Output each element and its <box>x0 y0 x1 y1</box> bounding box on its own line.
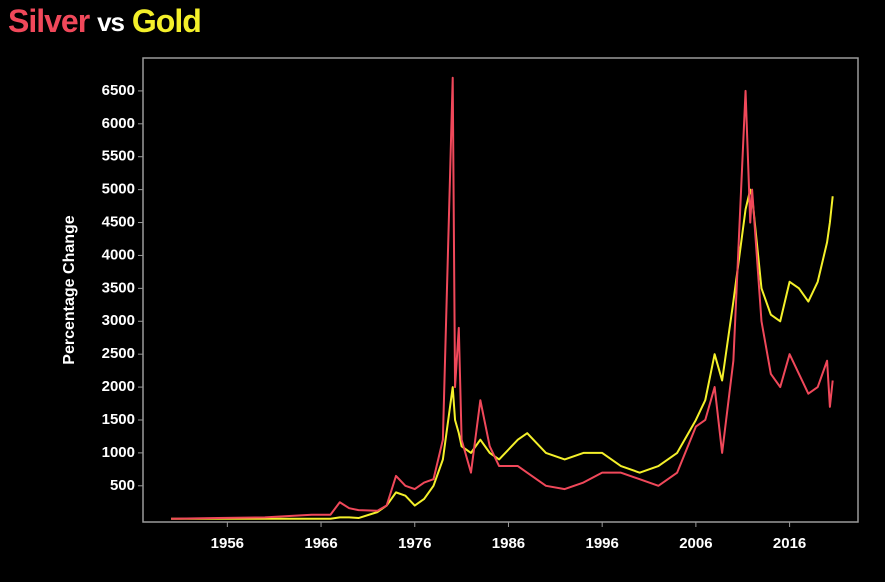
y-axis-label: Percentage Change <box>61 215 78 364</box>
title-joiner: vs <box>97 7 124 37</box>
x-tick-label: 1956 <box>211 535 244 552</box>
y-tick-label: 4500 <box>102 214 135 231</box>
y-tick-label: 3000 <box>102 312 135 329</box>
y-tick-label: 3500 <box>102 279 135 296</box>
x-tick-label: 2006 <box>679 535 712 552</box>
x-tick-label: 1966 <box>304 535 337 552</box>
title-silver: Silver <box>8 3 90 39</box>
plot-frame <box>142 57 859 523</box>
y-tick-label: 1500 <box>102 411 135 428</box>
series-line <box>171 76 834 520</box>
y-tick-label: 500 <box>110 477 135 494</box>
y-tick-label: 1000 <box>102 444 135 461</box>
x-tick-label: 1976 <box>398 535 431 552</box>
y-tick-label: 5000 <box>102 181 135 198</box>
y-tick-label: 5500 <box>102 148 135 165</box>
y-tick-label: 6500 <box>102 82 135 99</box>
y-tick-label: 2000 <box>102 378 135 395</box>
title-gold: Gold <box>132 3 201 39</box>
chart-title: Silver vs Gold <box>8 3 201 39</box>
x-tick-label: 1996 <box>585 535 618 552</box>
x-tick-label: 2016 <box>773 535 806 552</box>
y-tick-label: 2500 <box>102 345 135 362</box>
x-tick-label: 1986 <box>492 535 525 552</box>
y-tick-label: 4000 <box>102 246 135 263</box>
y-tick-label: 6000 <box>102 115 135 132</box>
